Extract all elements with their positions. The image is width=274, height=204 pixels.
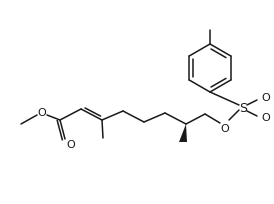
Text: O: O — [67, 140, 75, 150]
Text: S: S — [239, 102, 247, 114]
Text: O: O — [221, 124, 229, 134]
Text: O: O — [38, 108, 46, 118]
Text: O: O — [262, 93, 270, 103]
Polygon shape — [179, 124, 187, 142]
Text: O: O — [262, 113, 270, 123]
